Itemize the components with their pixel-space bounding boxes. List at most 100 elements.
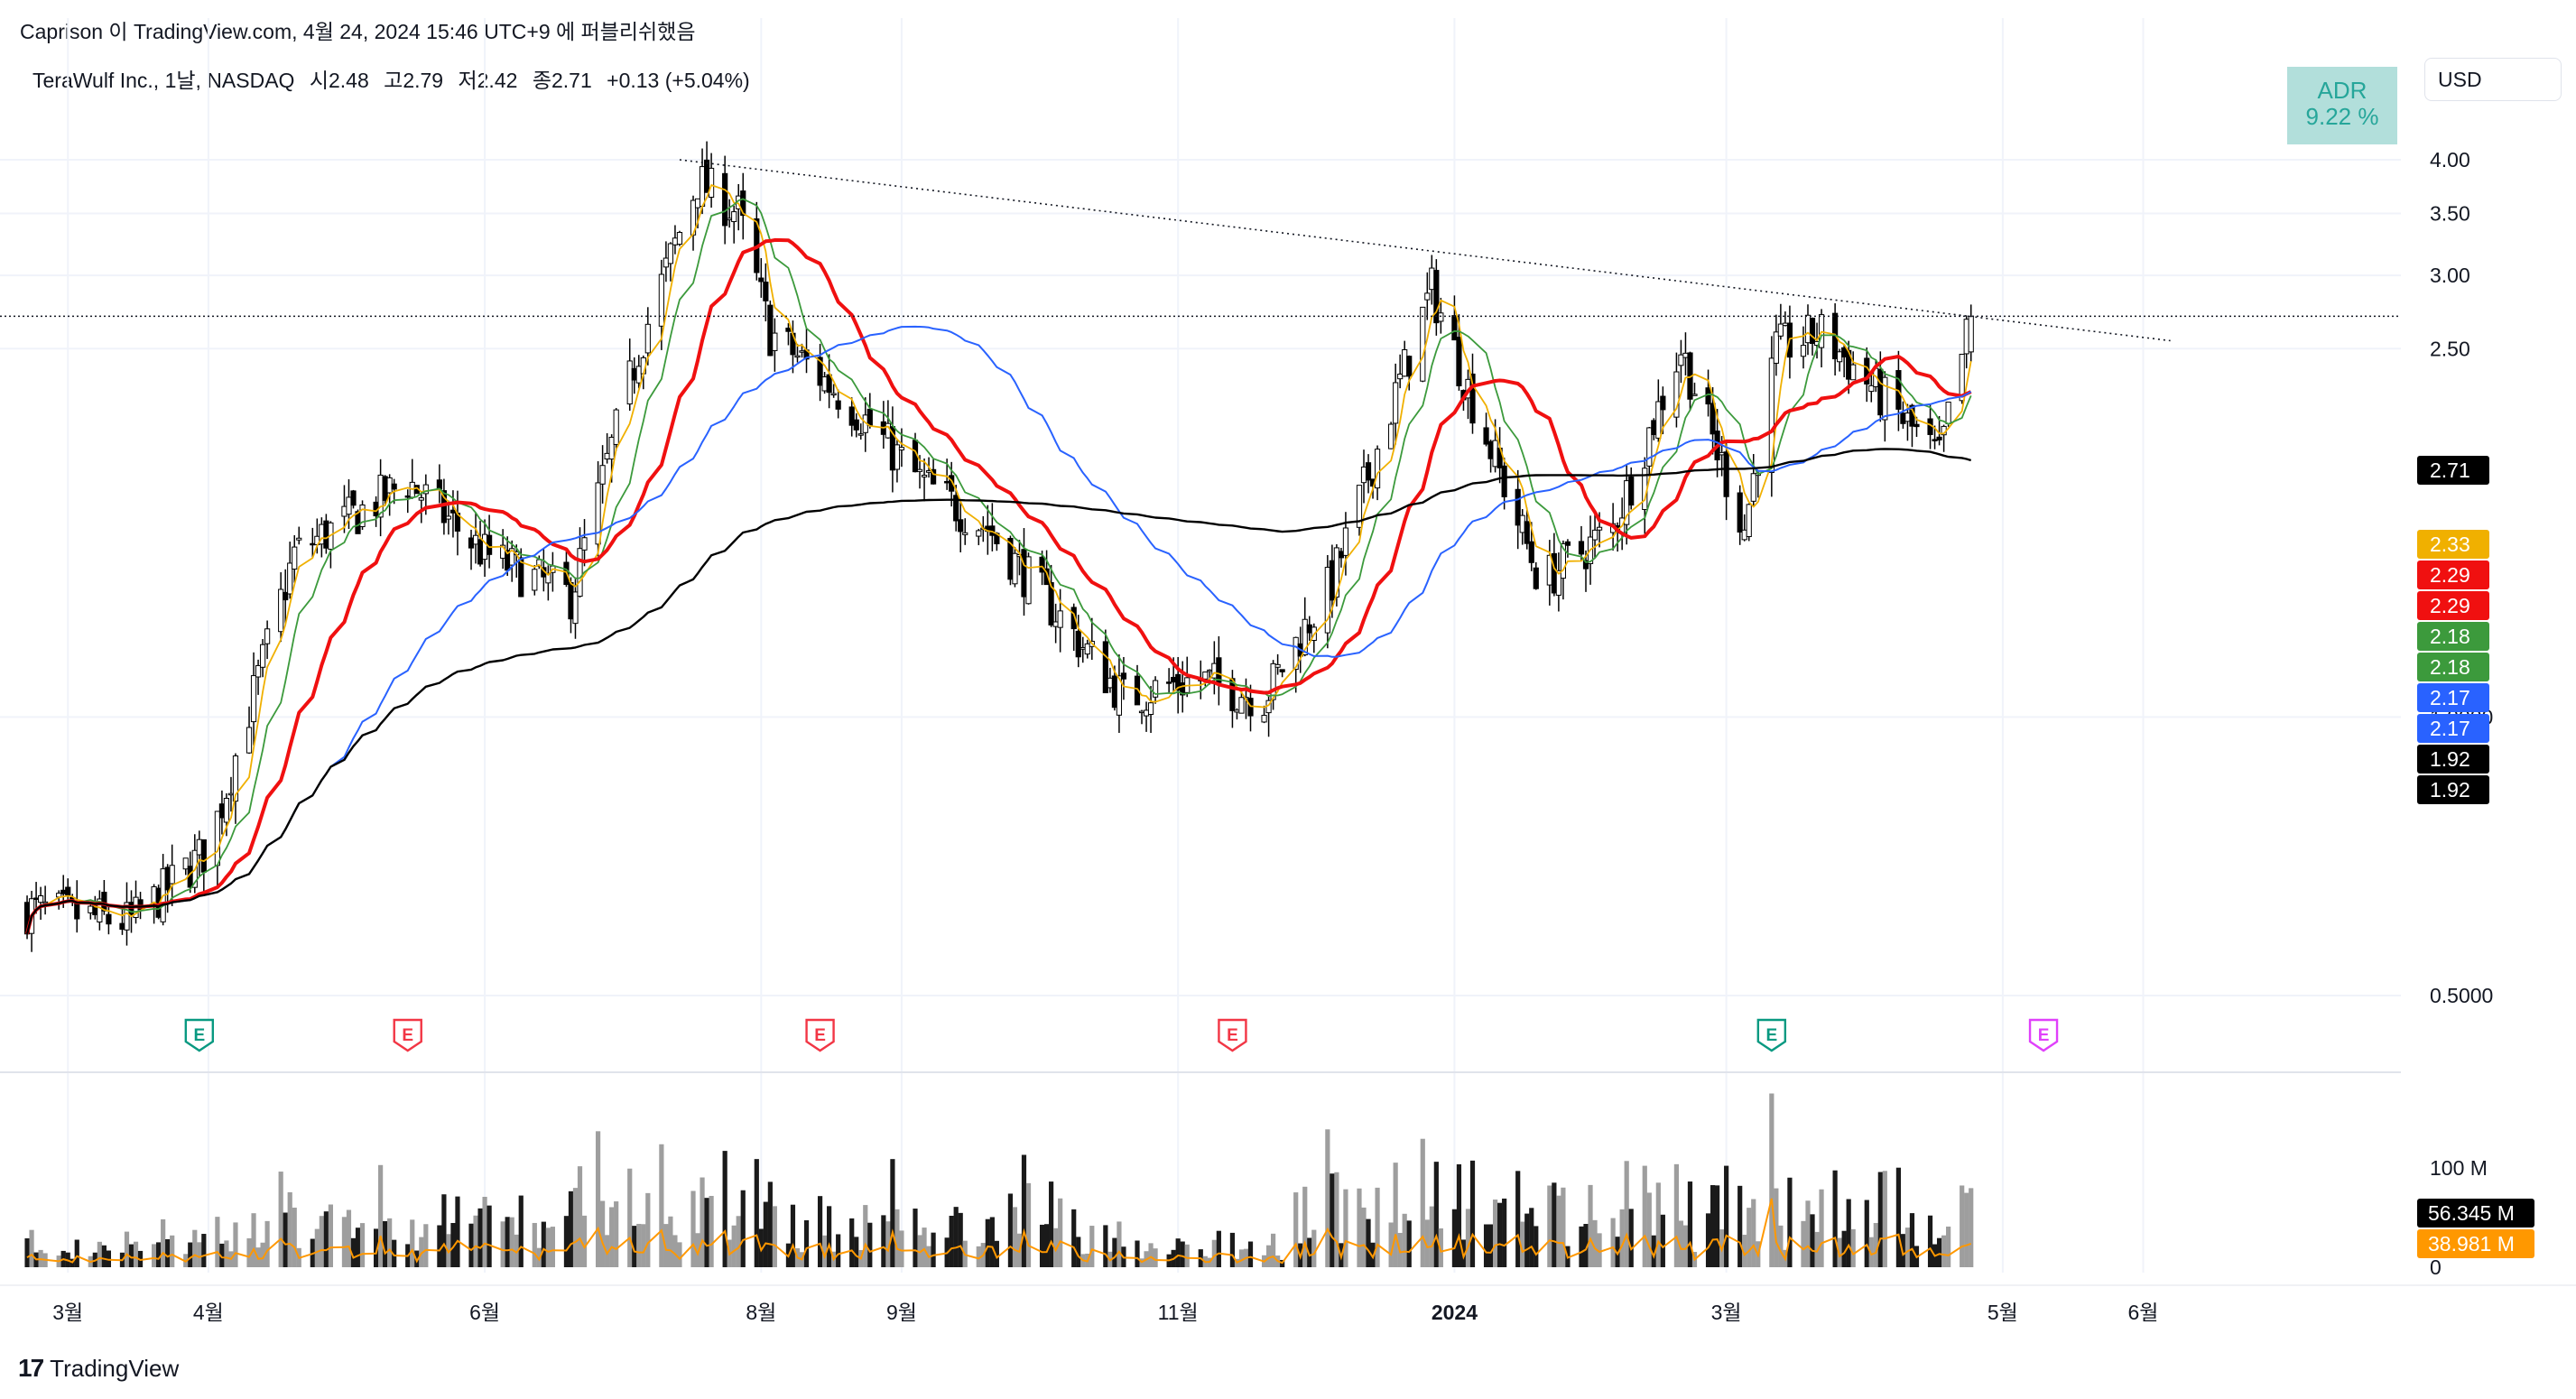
ma-yellow	[26, 184, 1972, 935]
candle-down	[949, 475, 955, 492]
volume-avg-label: 38.981 M	[2428, 1232, 2515, 1255]
candle-up	[1868, 384, 1875, 393]
candle-up	[916, 468, 923, 472]
candle-up	[921, 474, 928, 477]
candle-up	[346, 496, 352, 515]
volume-bar	[1469, 1160, 1476, 1267]
volume-bar	[1247, 1241, 1254, 1267]
candle-down	[1913, 423, 1920, 428]
volume-bar	[803, 1219, 810, 1267]
volume-bar	[1071, 1209, 1077, 1267]
candle-up	[296, 537, 302, 541]
candle-up	[794, 355, 801, 358]
volume-bar	[1941, 1235, 1947, 1267]
volume-bar	[953, 1207, 959, 1267]
volume-bar	[532, 1222, 537, 1267]
candle-down	[817, 357, 823, 386]
volume-bar	[251, 1213, 256, 1267]
volume-bar	[1547, 1185, 1552, 1267]
candle-up	[676, 232, 683, 246]
volume-bar	[224, 1240, 229, 1267]
volume-bar	[627, 1168, 633, 1267]
volume-bar	[1904, 1228, 1911, 1267]
candle-down	[568, 582, 574, 620]
volume-bar	[541, 1221, 546, 1267]
candle-up	[1850, 364, 1857, 381]
volume-bar	[731, 1225, 737, 1267]
earnings-marker-icon	[2028, 1018, 2059, 1052]
volume-bar	[659, 1144, 664, 1267]
volume-bar	[1039, 1224, 1045, 1267]
candle-up	[857, 433, 864, 436]
price-label: 2.71	[2430, 459, 2470, 482]
candle-up	[595, 482, 601, 545]
candle-down	[323, 520, 329, 549]
candle-down	[283, 591, 289, 601]
volume-bar	[1307, 1237, 1312, 1267]
volume-bar	[1148, 1243, 1154, 1267]
candle-up	[1057, 610, 1063, 628]
candle-up	[1152, 680, 1159, 698]
volume-bar	[1007, 1193, 1014, 1267]
candle-down	[1451, 315, 1458, 341]
volume-bar	[1651, 1235, 1656, 1267]
volume-bar	[1646, 1192, 1652, 1267]
candle-up	[1691, 394, 1698, 396]
candle-up	[1324, 567, 1330, 634]
volume-bar	[1058, 1198, 1063, 1267]
volume-bar	[1021, 1154, 1027, 1267]
volume-bar	[790, 1204, 796, 1267]
volume-bar	[854, 1237, 859, 1267]
volume-bar	[1534, 1226, 1539, 1267]
volume-bar	[350, 1237, 357, 1267]
candle-down	[1456, 337, 1462, 386]
volume-bar	[1076, 1237, 1081, 1267]
earnings-marker-label: E	[814, 1026, 826, 1045]
candle-down	[1578, 541, 1585, 555]
volume-bar	[1502, 1198, 1507, 1267]
volume-bar	[1049, 1181, 1054, 1267]
candle-up	[1261, 715, 1267, 723]
candle-down	[1406, 356, 1413, 377]
volume-bar	[863, 1205, 868, 1267]
volume-bar	[1487, 1224, 1494, 1267]
ma-red	[25, 237, 1972, 935]
volume-bar	[359, 1223, 366, 1267]
candle-up	[418, 497, 424, 501]
candle-down	[518, 557, 524, 598]
candle-down	[1279, 669, 1285, 672]
volume-bar	[563, 1216, 570, 1267]
volume-bar	[1089, 1226, 1095, 1267]
candle-up	[1682, 352, 1689, 358]
volume-bar	[319, 1216, 324, 1267]
candle-down	[1433, 270, 1440, 324]
time-tick-label: 9월	[886, 1301, 917, 1324]
time-tick-label: 4월	[193, 1301, 224, 1324]
volume-bar	[827, 1206, 832, 1267]
candle-up	[772, 332, 778, 351]
tradingview-logo[interactable]: 17 TradingView	[18, 1354, 179, 1383]
currency-button[interactable]: USD	[2424, 58, 2562, 101]
candle-up	[727, 218, 733, 221]
volume-bar	[152, 1244, 157, 1267]
volume-bar	[1900, 1234, 1906, 1267]
candle-up	[509, 548, 515, 566]
candle-up	[1750, 473, 1756, 502]
volume-bar	[1936, 1237, 1942, 1267]
candle-up	[1438, 312, 1444, 322]
candle-down	[218, 803, 226, 819]
candle-up	[1052, 621, 1059, 627]
candle-up	[1342, 527, 1349, 556]
price-label: 2.17	[2430, 686, 2470, 709]
candle-up	[1420, 306, 1426, 382]
price-label: 2.29	[2430, 563, 2470, 587]
candle-up	[250, 675, 257, 723]
volume-bar	[1180, 1241, 1185, 1267]
volume-bar	[949, 1216, 954, 1267]
price-label-box	[2417, 775, 2489, 804]
candle-up	[1143, 709, 1150, 717]
candle-down	[1338, 551, 1345, 559]
candle-up	[1800, 345, 1807, 357]
volume-bar	[1787, 1177, 1793, 1267]
